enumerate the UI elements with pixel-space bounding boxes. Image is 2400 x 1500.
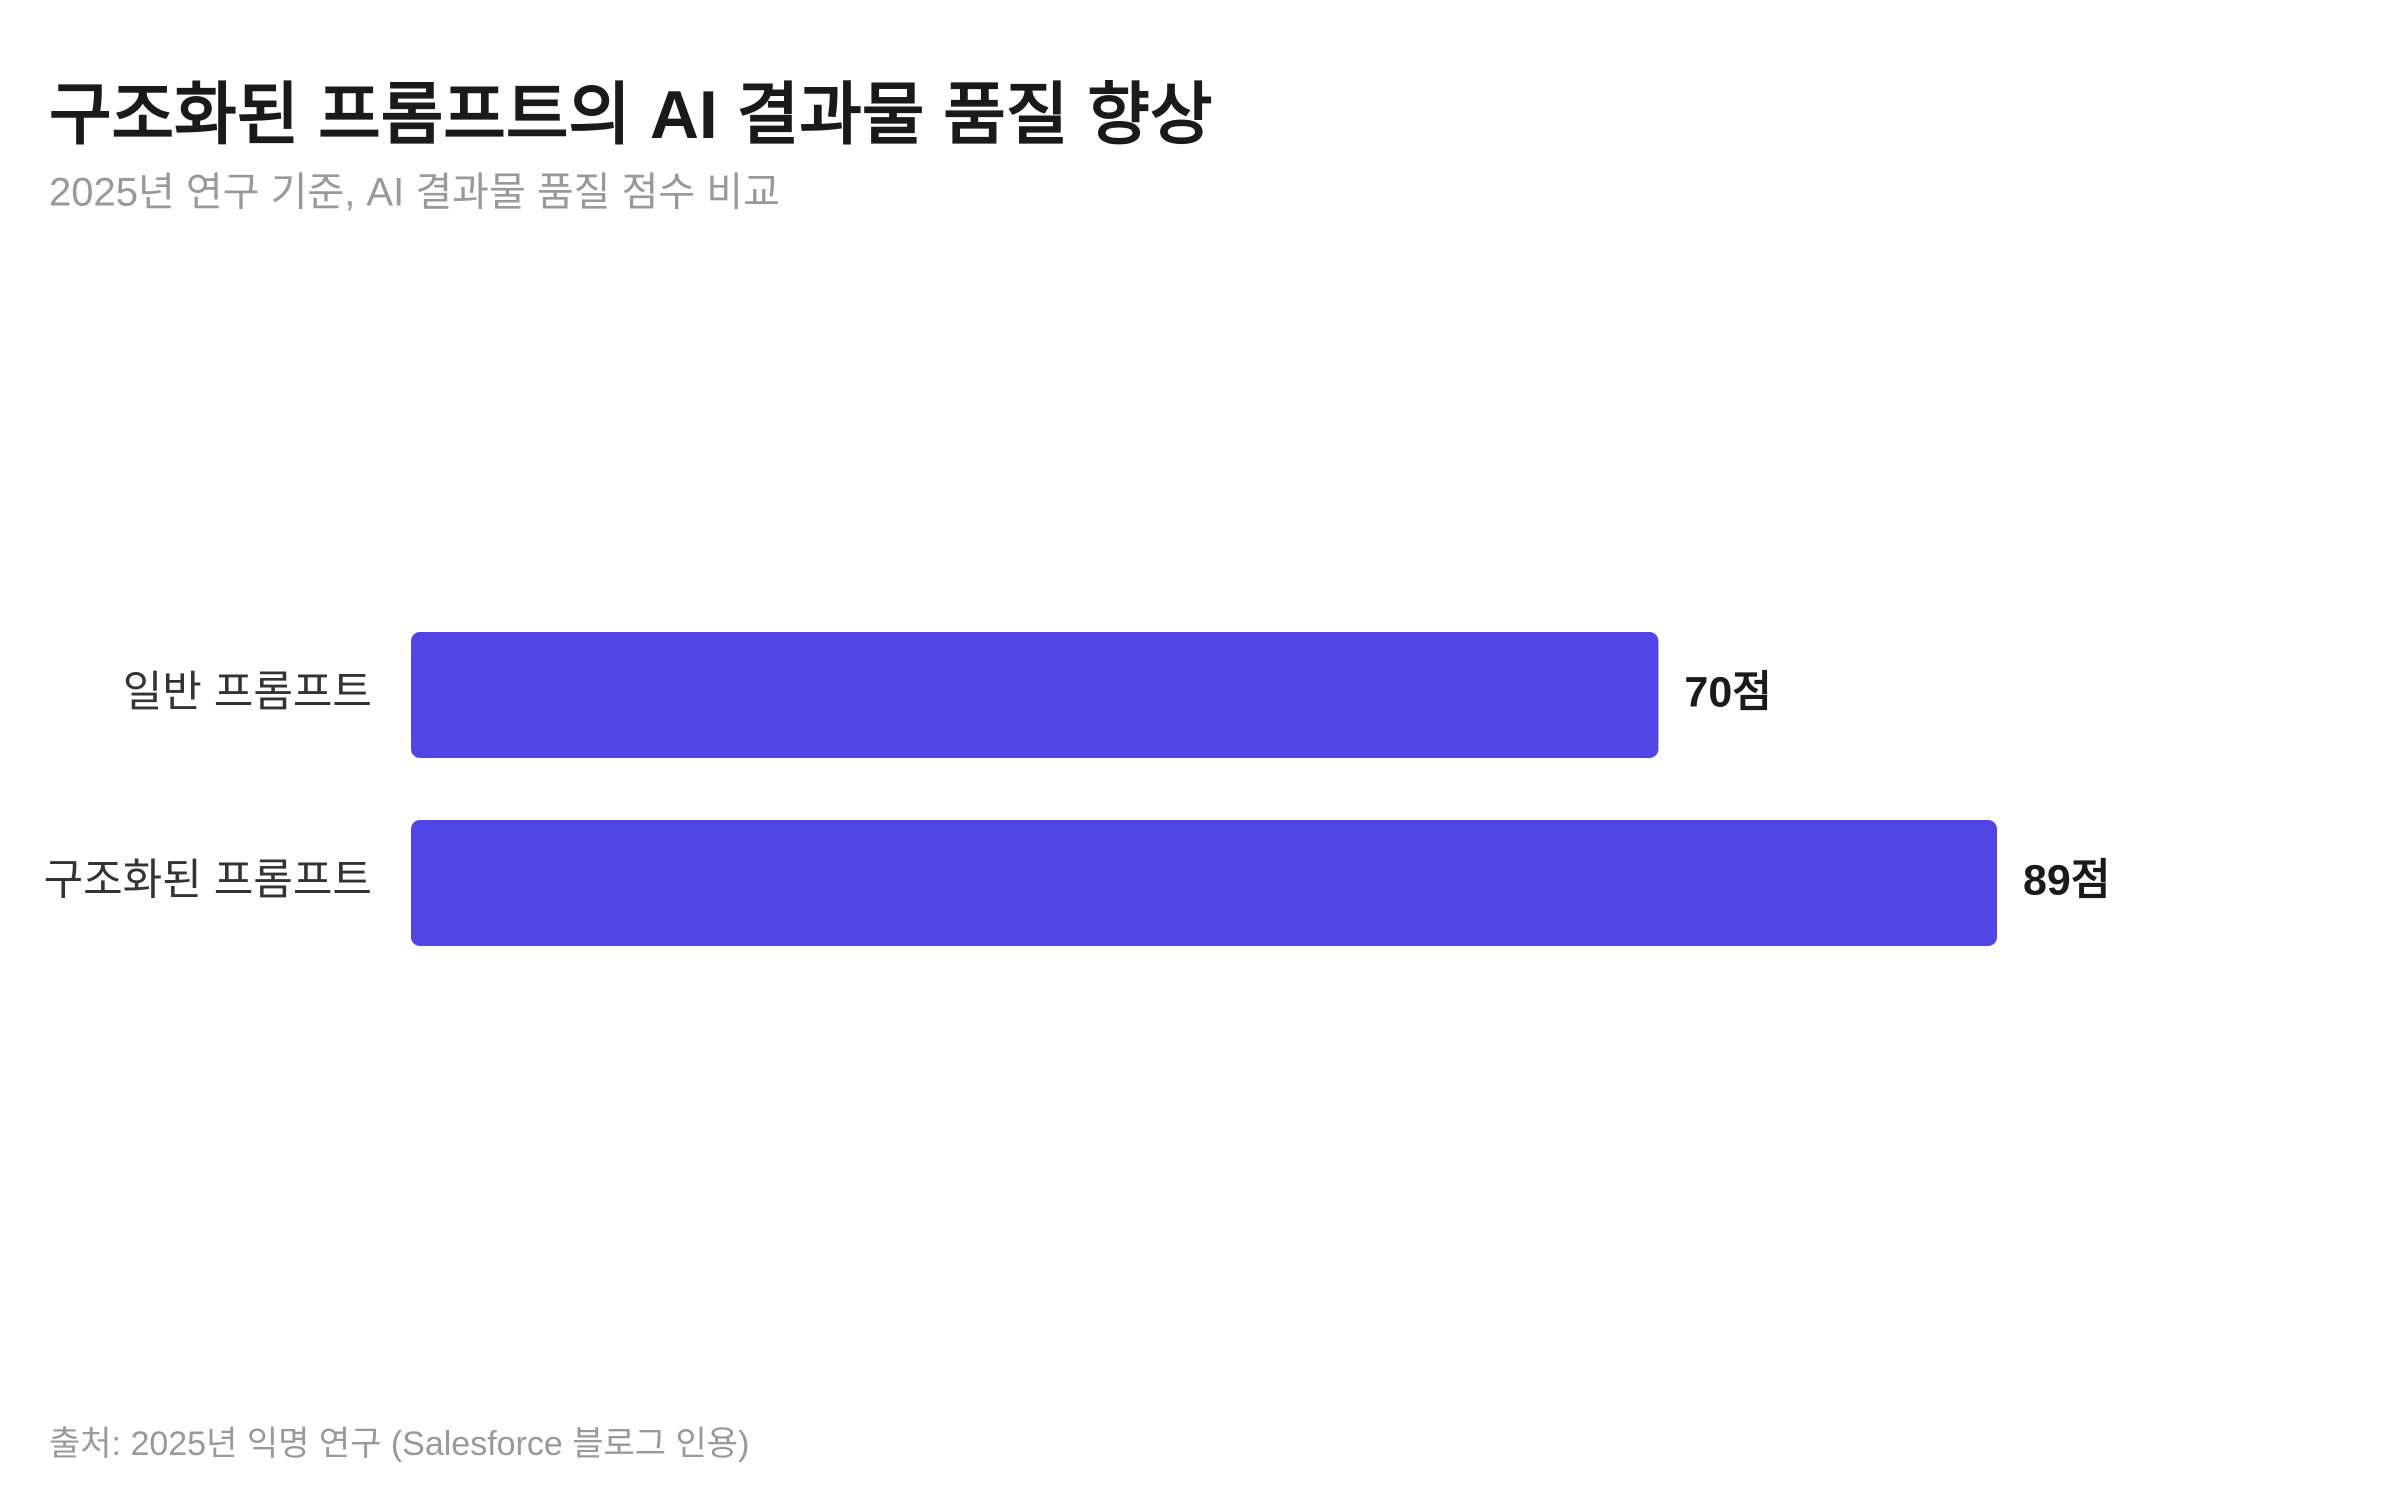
bar bbox=[411, 632, 1659, 758]
value-label: 70점 bbox=[1684, 668, 1771, 716]
chart-title: 구조화된 프롬프트의 AI 결과물 품질 향상 bbox=[49, 77, 1212, 153]
source-note: 출처: 2025년 익명 연구 (Salesforce 블로그 인용) bbox=[49, 1425, 749, 1463]
value-label: 89점 bbox=[2023, 856, 2110, 904]
bar bbox=[411, 820, 1997, 946]
category-label: 일반 프롬프트 bbox=[123, 668, 372, 716]
category-label: 구조화된 프롬프트 bbox=[44, 856, 372, 904]
chart-subtitle: 2025년 연구 기준, AI 결과물 품질 점수 비교 bbox=[49, 171, 780, 215]
